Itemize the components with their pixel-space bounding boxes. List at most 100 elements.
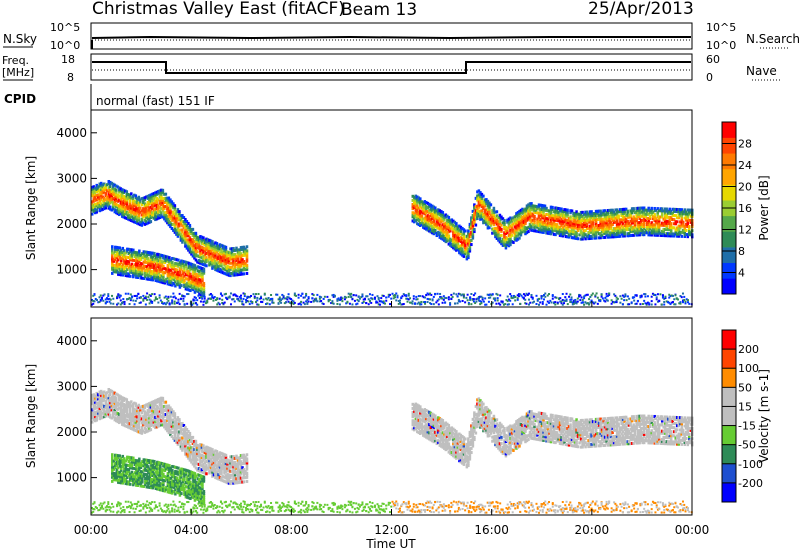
- power-cell: [202, 304, 204, 306]
- power-cell: [94, 294, 96, 296]
- power-cell: [126, 190, 128, 193]
- power-cell: [149, 302, 151, 304]
- power-cell: [429, 298, 431, 300]
- power-cell: [480, 302, 482, 304]
- power-cell: [567, 303, 569, 305]
- power-cell: [519, 303, 521, 305]
- power-cell: [313, 294, 315, 296]
- power-cell: [623, 299, 625, 301]
- power-cell: [509, 300, 511, 302]
- power-cell: [504, 303, 506, 305]
- velocity-cell: [126, 398, 128, 401]
- power-cell: [120, 295, 122, 297]
- power-cell: [358, 300, 360, 302]
- power-cell: [251, 301, 253, 303]
- freq-tick-top: 18: [61, 53, 75, 66]
- power-cell: [202, 293, 204, 295]
- power-cell: [390, 298, 392, 300]
- power-cell: [150, 220, 153, 223]
- power-cell: [415, 296, 417, 298]
- power-cell: [499, 294, 501, 296]
- power-cell: [184, 304, 186, 306]
- power-cell: [663, 301, 665, 303]
- power-cell: [409, 297, 411, 299]
- power-cell: [449, 304, 451, 306]
- power-cell: [129, 275, 132, 278]
- power-cell: [566, 293, 568, 295]
- power-cell: [230, 292, 232, 294]
- power-cell: [489, 297, 491, 299]
- colorbar-swatch: [722, 263, 736, 279]
- power-cell: [253, 293, 255, 295]
- power-cell: [488, 301, 490, 303]
- velocity-cell: [105, 400, 108, 403]
- power-cell: [682, 301, 684, 303]
- power-cell: [559, 297, 561, 299]
- power-cell: [136, 295, 138, 297]
- y-tick-label: 2000: [56, 217, 87, 231]
- power-cell: [361, 295, 363, 297]
- power-cell: [493, 207, 496, 210]
- power-cell: [427, 301, 429, 303]
- power-cell: [355, 294, 357, 296]
- power-cell: [577, 237, 580, 240]
- power-cell: [438, 303, 440, 305]
- power-cell: [453, 293, 455, 295]
- date-label: 25/Apr/2013: [588, 0, 694, 19]
- power-cell: [179, 303, 181, 305]
- power-cell: [566, 300, 568, 302]
- power-cell: [341, 297, 343, 299]
- power-cell: [196, 250, 199, 253]
- power-cell: [656, 296, 658, 298]
- power-cell: [474, 292, 476, 294]
- power-cell: [546, 304, 548, 306]
- power-cell: [364, 298, 366, 300]
- power-cell: [412, 303, 414, 305]
- power-heatmap: [91, 180, 693, 306]
- power-cell: [341, 300, 343, 302]
- power-cell: [384, 303, 386, 305]
- power-cell: [225, 293, 227, 295]
- power-cell: [518, 237, 521, 240]
- power-cell: [308, 296, 310, 298]
- power-cell: [366, 295, 368, 297]
- power-cell: [636, 294, 638, 296]
- power-cell: [677, 298, 679, 300]
- power-cell: [417, 298, 419, 300]
- power-cell: [582, 301, 584, 303]
- power-cell: [189, 224, 192, 227]
- power-cell: [607, 300, 609, 302]
- power-cell: [205, 264, 208, 267]
- power-cell: [230, 303, 232, 305]
- power-cell: [642, 303, 644, 305]
- power-cell: [556, 297, 558, 299]
- power-cell: [311, 297, 313, 299]
- power-cell: [514, 299, 516, 301]
- power-cell: [131, 296, 133, 298]
- power-cell: [225, 246, 228, 249]
- power-cell: [524, 299, 526, 301]
- power-cell: [151, 293, 153, 295]
- power-cell: [129, 303, 131, 305]
- colorbar-swatch: [722, 278, 736, 294]
- power-cell: [554, 301, 556, 303]
- power-cell: [205, 256, 208, 259]
- colorbar-swatch: [722, 169, 736, 185]
- power-cell: [203, 268, 206, 271]
- power-cell: [672, 295, 674, 297]
- power-cell: [333, 303, 335, 305]
- power-cell: [470, 303, 472, 305]
- power-cell: [167, 296, 169, 298]
- power-cell: [316, 300, 318, 302]
- power-cell: [156, 298, 158, 300]
- colorbar-swatch: [722, 138, 736, 154]
- power-cell: [421, 215, 424, 218]
- power-cell: [657, 293, 659, 295]
- power-cell: [402, 295, 404, 297]
- power-cell: [353, 294, 355, 296]
- freq-tick-bottom: 8: [67, 71, 74, 84]
- power-cell: [533, 301, 535, 303]
- power-cell: [628, 303, 630, 305]
- power-cell: [211, 294, 213, 296]
- nsky-tick-bottom: 10^0: [50, 39, 80, 52]
